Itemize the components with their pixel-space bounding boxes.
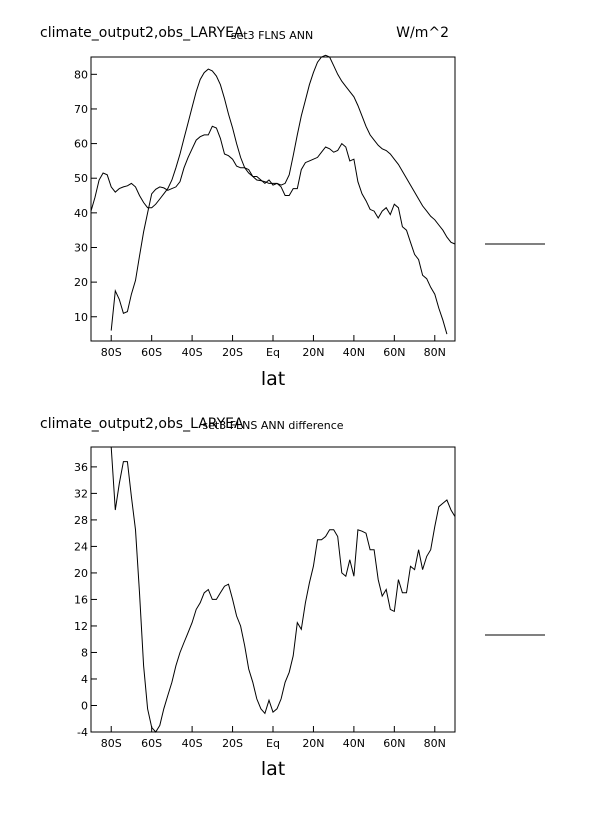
top-title-center: set3 FLNS ANN bbox=[231, 29, 313, 42]
top-y-tick-label: 30 bbox=[74, 241, 88, 254]
top-x-tick-label: Eq bbox=[266, 346, 280, 359]
top-title-units: W/m^2 bbox=[396, 25, 449, 41]
top-x-axis: 80S 60S 40S 20S Eq 20N 40N 60N 80N bbox=[101, 335, 446, 359]
bottom-x-tick-label: 80N bbox=[424, 737, 446, 750]
bottom-y-tick-label: 16 bbox=[74, 593, 88, 606]
bottom-y-tick-label: 12 bbox=[74, 620, 88, 633]
bottom-x-axis-label: lat bbox=[261, 758, 285, 780]
top-x-axis-label: lat bbox=[261, 368, 285, 390]
bottom-y-tick-label: 24 bbox=[74, 540, 88, 553]
bottom-series-group bbox=[110, 446, 456, 733]
top-x-tick-label: 60N bbox=[383, 346, 405, 359]
bottom-x-axis: 80S 60S 40S 20S Eq 20N 40N 60N 80N bbox=[101, 726, 446, 750]
bottom-series-line-1 bbox=[110, 446, 456, 733]
top-x-tick-label: 20N bbox=[302, 346, 324, 359]
top-y-tick-label: 10 bbox=[74, 311, 88, 324]
bottom-y-tick-label: 32 bbox=[74, 487, 88, 500]
top-x-tick-label: 80S bbox=[101, 346, 122, 359]
top-title-left: climate_output2,obs_LARYEA bbox=[40, 25, 244, 41]
bottom-x-tick-label: 80S bbox=[101, 737, 122, 750]
bottom-title-center: set3 FLNS ANN difference bbox=[202, 419, 343, 432]
bottom-x-tick-label: 20S bbox=[222, 737, 243, 750]
top-y-axis: 10 20 30 40 50 60 70 80 bbox=[74, 68, 97, 324]
bottom-y-tick-label: -4 bbox=[77, 726, 88, 739]
bottom-y-tick-label: 20 bbox=[74, 567, 88, 580]
bottom-y-axis: -4 0 4 8 12 16 20 24 28 32 36 bbox=[74, 461, 97, 739]
top-series-line-1 bbox=[90, 54, 456, 245]
top-y-tick-label: 60 bbox=[74, 138, 88, 151]
top-x-tick-label: 20S bbox=[222, 346, 243, 359]
top-y-tick-label: 70 bbox=[74, 103, 88, 116]
top-y-tick-label: 80 bbox=[74, 68, 88, 81]
top-y-tick-label: 20 bbox=[74, 276, 88, 289]
bottom-title-left: climate_output2,obs_LARYEA bbox=[40, 416, 244, 432]
top-y-tick-label: 40 bbox=[74, 207, 88, 220]
bottom-y-tick-label: 0 bbox=[81, 699, 88, 712]
top-plot-frame bbox=[90, 56, 456, 342]
bottom-y-tick-label: 28 bbox=[74, 514, 88, 527]
top-x-tick-label: 40S bbox=[182, 346, 203, 359]
top-series-group bbox=[90, 54, 456, 335]
top-series-line-2 bbox=[110, 125, 448, 335]
bottom-x-tick-label: 40N bbox=[343, 737, 365, 750]
bottom-x-tick-label: 60S bbox=[141, 737, 162, 750]
bottom-y-tick-label: 4 bbox=[81, 673, 88, 686]
top-x-tick-label: 80N bbox=[424, 346, 446, 359]
top-x-tick-label: 60S bbox=[141, 346, 162, 359]
top-panel: climate_output2,obs_LARYEA set3 FLNS ANN… bbox=[40, 25, 545, 390]
bottom-x-tick-label: 40S bbox=[182, 737, 203, 750]
bottom-x-tick-label: 60N bbox=[383, 737, 405, 750]
bottom-y-tick-label: 36 bbox=[74, 461, 88, 474]
top-y-tick-label: 50 bbox=[74, 172, 88, 185]
top-x-tick-label: 40N bbox=[343, 346, 365, 359]
bottom-y-tick-label: 8 bbox=[81, 646, 88, 659]
bottom-panel: climate_output2,obs_LARYEA set3 FLNS ANN… bbox=[40, 416, 545, 780]
bottom-x-tick-label: 20N bbox=[302, 737, 324, 750]
bottom-x-tick-label: Eq bbox=[266, 737, 280, 750]
